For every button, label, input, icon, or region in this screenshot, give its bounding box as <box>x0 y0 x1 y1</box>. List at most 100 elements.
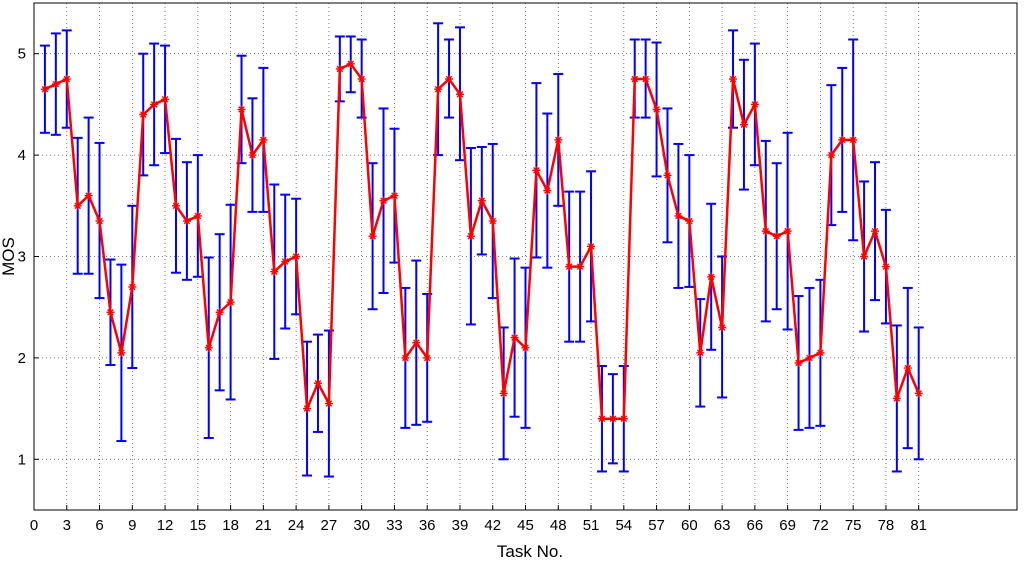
data-point <box>608 414 617 423</box>
data-point <box>718 323 727 332</box>
data-point <box>117 348 126 357</box>
data-point <box>281 257 290 266</box>
data-point <box>532 166 541 175</box>
x-tick-label: 63 <box>714 517 731 534</box>
marker-stroke <box>664 172 671 179</box>
data-point <box>783 227 792 236</box>
marker-stroke <box>500 390 507 397</box>
marker-stroke <box>260 136 267 144</box>
marker-stroke <box>762 227 770 235</box>
marker-stroke <box>729 75 737 83</box>
x-tick-label: 54 <box>615 517 632 534</box>
x-tick-label: 3 <box>63 517 71 534</box>
data-point <box>663 171 672 180</box>
data-point <box>499 389 508 398</box>
marker-stroke <box>238 106 245 113</box>
data-point <box>761 227 770 236</box>
x-tick-label: 81 <box>910 517 927 534</box>
data-point <box>139 110 148 119</box>
marker-stroke <box>150 101 158 108</box>
marker-stroke <box>194 212 202 220</box>
marker-stroke <box>817 349 824 357</box>
marker-stroke <box>609 415 617 423</box>
marker-stroke <box>882 263 890 270</box>
x-tick-label: 15 <box>189 517 206 534</box>
marker-stroke <box>795 359 802 367</box>
data-point <box>554 135 563 144</box>
marker-stroke <box>849 136 857 144</box>
x-tick-label: 18 <box>222 517 239 534</box>
marker-stroke <box>653 106 660 113</box>
x-tick-label: 72 <box>812 517 829 534</box>
tick-labels: 0 3 6 9 12 15 18 21 24 27 30 33 36 39 42 45 48 51 54 57 60 63… <box>18 46 927 534</box>
x-tick-label: 45 <box>517 517 534 534</box>
data-point <box>423 353 432 362</box>
marker-stroke <box>860 253 868 260</box>
marker-stroke <box>336 65 344 73</box>
data-point <box>204 343 213 352</box>
marker-stroke <box>773 232 781 240</box>
data-point <box>587 242 596 251</box>
marker-stroke <box>784 227 791 235</box>
data-point <box>772 232 781 241</box>
x-tick-label: 36 <box>419 517 436 534</box>
data-point <box>193 211 202 220</box>
data-point <box>576 262 585 271</box>
marker-stroke <box>675 212 682 220</box>
data-point <box>477 196 486 205</box>
data-point <box>914 389 923 398</box>
marker-stroke <box>828 151 835 159</box>
marker-stroke <box>129 283 136 291</box>
x-tick-label: 12 <box>157 517 174 534</box>
marker-stroke <box>533 167 540 174</box>
marker-stroke <box>161 96 169 103</box>
marker-stroke <box>467 232 475 240</box>
marker-stroke <box>412 339 420 346</box>
data-point <box>226 298 235 307</box>
data-point <box>750 100 759 109</box>
data-point <box>270 267 279 276</box>
data-point <box>215 308 224 317</box>
data-point <box>466 232 475 241</box>
marker-stroke <box>205 344 213 352</box>
marker-stroke <box>139 111 147 118</box>
data-point <box>619 414 628 423</box>
data-point <box>379 196 388 205</box>
x-tick-label: 66 <box>747 517 764 534</box>
data-point <box>106 308 115 317</box>
data-point <box>674 211 683 220</box>
data-point <box>128 282 137 291</box>
marker-stroke <box>751 101 759 108</box>
x-tick-label: 78 <box>878 517 895 534</box>
marker-stroke <box>270 268 278 276</box>
data-point <box>390 191 399 200</box>
data-point <box>161 95 170 104</box>
marker-stroke <box>686 217 693 225</box>
x-tick-label: 24 <box>288 517 305 534</box>
data-point <box>816 348 825 357</box>
data-point <box>303 404 312 413</box>
data-point <box>434 85 443 94</box>
data-point <box>729 75 738 84</box>
x-tick-label: 57 <box>648 517 665 534</box>
marker-stroke <box>576 263 584 270</box>
marker-stroke <box>63 75 71 83</box>
x-axis-label: Task No. <box>497 542 563 561</box>
data-point <box>685 217 694 226</box>
x-tick-label: 48 <box>550 517 567 534</box>
data-point <box>248 151 257 160</box>
marker-stroke <box>281 258 289 265</box>
marker-stroke <box>620 415 628 423</box>
data-point <box>335 64 344 73</box>
data-point <box>881 262 890 271</box>
marker-stroke <box>587 243 595 250</box>
marker-stroke <box>718 324 726 331</box>
marker-stroke <box>227 298 234 306</box>
y-tick-label: 4 <box>18 147 26 164</box>
y-tick-label: 5 <box>18 46 26 63</box>
marker-stroke <box>554 136 562 144</box>
marker-stroke <box>292 253 300 260</box>
marker-stroke <box>314 379 322 387</box>
marker-stroke <box>904 364 912 372</box>
data-point <box>292 252 301 261</box>
